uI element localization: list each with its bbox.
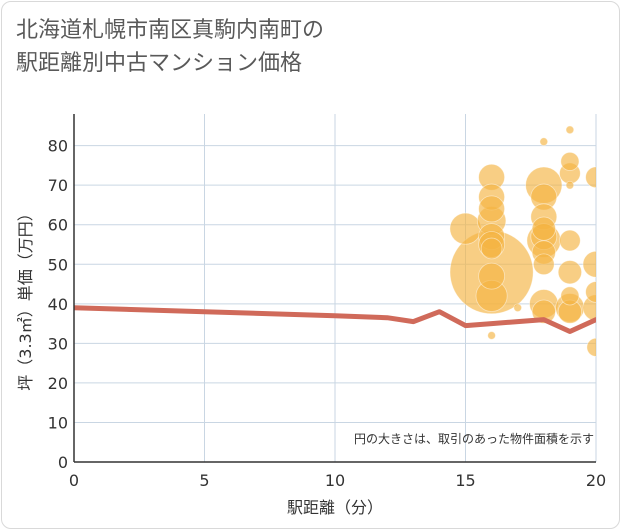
y-axis-title: 坪（3.3㎡）単価（万円） [16, 205, 35, 390]
data-bubble [480, 237, 503, 260]
title-line-2: 駅距離別中古マンション価格 [16, 51, 303, 76]
y-tick-label: 50 [48, 255, 68, 274]
data-bubble [565, 125, 575, 135]
data-bubble [565, 180, 575, 190]
y-tick-label: 10 [48, 413, 68, 432]
data-bubble [557, 260, 583, 285]
y-tick-label: 80 [48, 137, 68, 156]
axes [73, 114, 596, 463]
x-tick-label: 10 [325, 471, 345, 490]
tick-labels: 0 5 10 15 20 0 10 20 30 40 50 60 70 80 [48, 137, 607, 490]
y-tick-label: 60 [48, 216, 68, 235]
data-bubble [559, 229, 581, 252]
data-bubble [449, 212, 482, 245]
data-bubble [585, 166, 596, 189]
title-line-1: 北海道札幌市南区真駒内南町の [16, 18, 325, 43]
data-bubble [539, 137, 549, 146]
data-bubble [487, 331, 496, 340]
data-bubble [513, 303, 522, 313]
x-tick-label: 20 [586, 471, 606, 490]
data-bubble [532, 253, 555, 276]
y-tick-label: 0 [58, 453, 68, 472]
x-tick-label: 15 [455, 471, 475, 490]
bubble-series [449, 125, 596, 357]
y-tick-label: 30 [48, 334, 68, 353]
y-tick-label: 40 [48, 295, 68, 314]
data-bubble [560, 151, 580, 171]
data-bubble [531, 216, 556, 241]
average-line-series [74, 305, 596, 334]
data-bubble [560, 286, 580, 306]
data-bubble [478, 195, 506, 223]
page-title: 北海道札幌市南区真駒内南町の 駅距離別中古マンション価格 [16, 14, 606, 80]
x-axis-title: 駅距離（分） [287, 498, 383, 517]
bubble-size-note: 円の大きさは、取引のあった物件面積を示す [354, 431, 594, 446]
data-bubble [582, 250, 596, 278]
data-bubble [586, 337, 596, 357]
x-tick-label: 5 [199, 471, 209, 490]
y-tick-label: 70 [48, 176, 68, 195]
average-price-line [74, 305, 596, 334]
data-bubble [585, 281, 596, 303]
y-tick-label: 20 [48, 374, 68, 393]
x-tick-label: 0 [69, 471, 79, 490]
data-bubble [478, 262, 506, 290]
